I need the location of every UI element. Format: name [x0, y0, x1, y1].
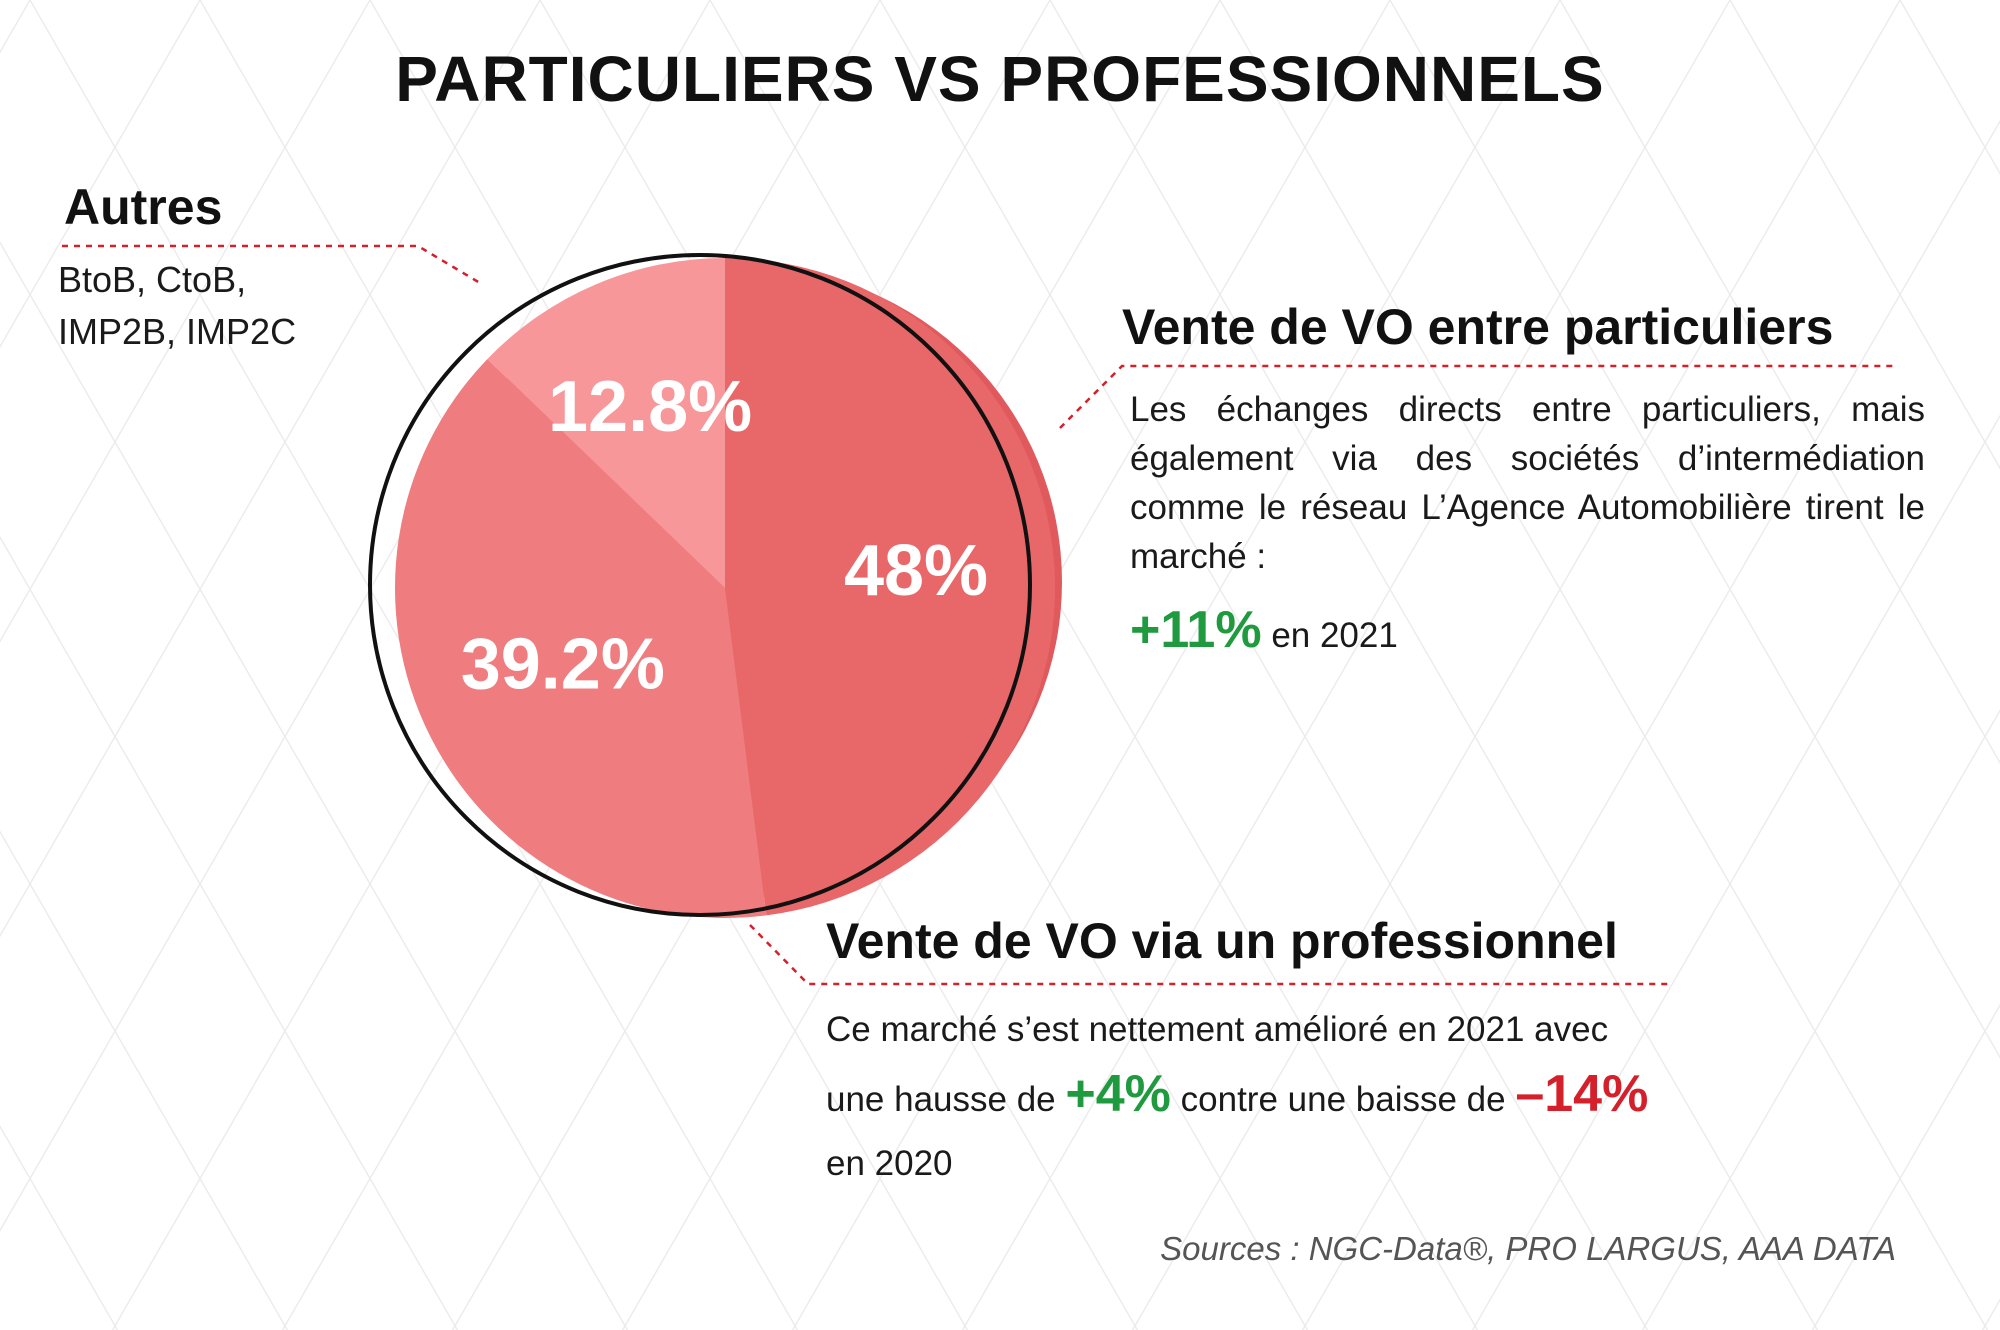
pie-slice-1	[725, 258, 1055, 916]
particuliers-stat: +11% en 2021	[1130, 600, 1398, 660]
particuliers-growth-year: en 2021	[1271, 616, 1398, 655]
autres-heading: Autres	[64, 179, 223, 235]
particuliers-description: Les échanges directs entre particuliers,…	[1130, 390, 1925, 576]
leader-line-particuliers	[1059, 364, 1895, 429]
professionnel-increase-value: +4%	[1065, 1065, 1171, 1123]
pie-slice-3	[487, 258, 725, 588]
sources-note: Sources : NGC-Data®, PRO LARGUS, AAA DAT…	[1160, 1230, 1896, 1267]
pie-label-2: 39.2%	[461, 624, 665, 704]
autres-line-1: BtoB, CtoB,	[58, 259, 247, 300]
pie-slices	[395, 258, 1055, 918]
professionnel-text-before: Ce marché s’est nettement amélioré en 20…	[826, 1010, 1609, 1119]
professionnel-text-after: en 2020	[826, 1144, 953, 1183]
professionnel-heading: Vente de VO via un professionnel	[826, 913, 1618, 969]
pie-label-1: 48%	[844, 531, 988, 611]
autres-line-2: IMP2B, IMP2C	[58, 311, 297, 352]
professionnel-decrease-value: –14%	[1515, 1065, 1649, 1123]
particuliers-heading: Vente de VO entre particuliers	[1122, 299, 1834, 355]
professionnel-text-middle: contre une baisse de	[1180, 1080, 1506, 1119]
leader-line-professionnel	[749, 924, 1672, 986]
particuliers-growth-value: +11%	[1130, 601, 1262, 659]
pie-labels: 48% 39.2% 12.8%	[461, 367, 988, 705]
professionnel-description: Ce marché s’est nettement amélioré en 20…	[826, 998, 1666, 1196]
autres-categories: BtoB, CtoB, IMP2B, IMP2C	[58, 254, 296, 358]
page-title: PARTICULIERS VS PROFESSIONNELS	[395, 43, 1605, 115]
pie-slice-2	[395, 359, 767, 918]
pie-outline	[368, 253, 1032, 917]
leader-lines	[62, 244, 1895, 986]
pie-label-3: 12.8%	[548, 367, 752, 447]
